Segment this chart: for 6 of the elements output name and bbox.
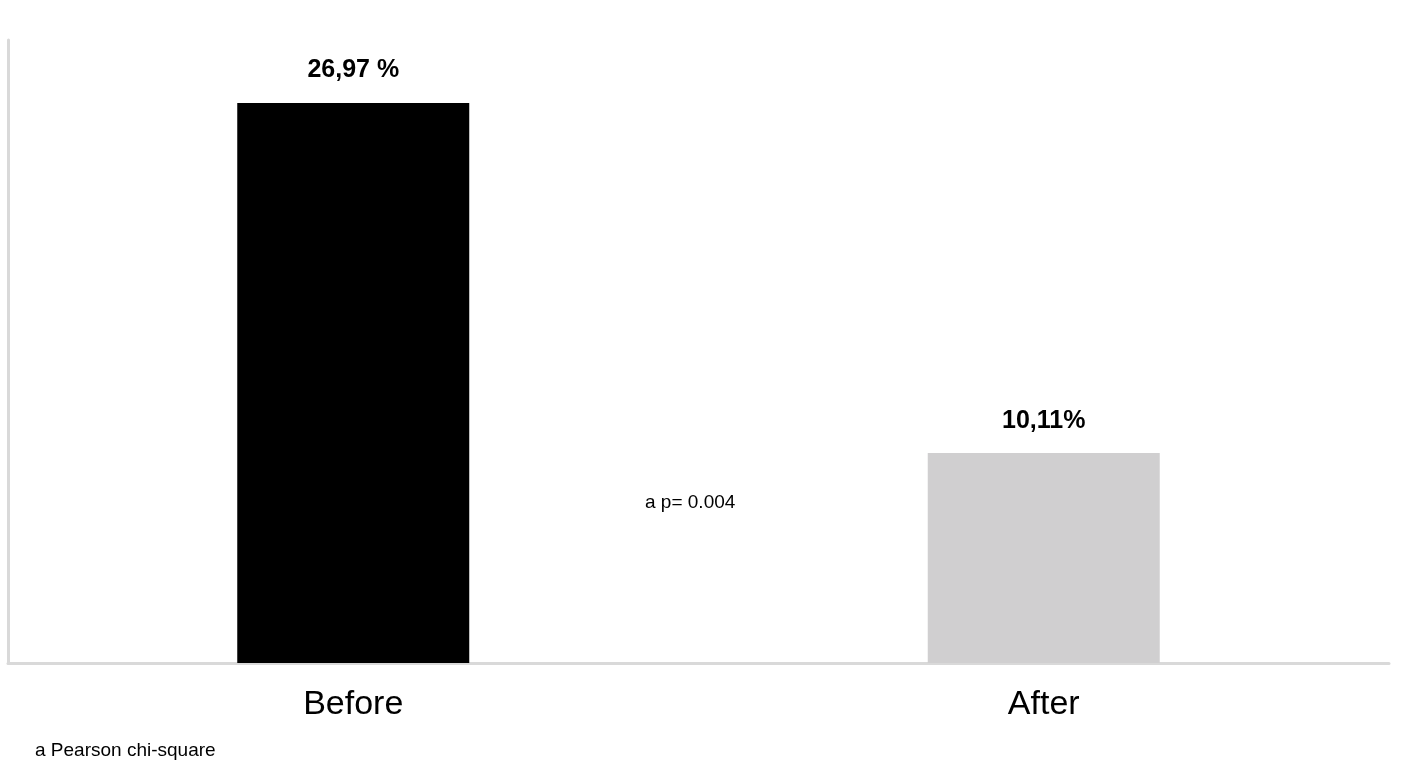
x-tick-label: Before [303,683,404,721]
text: a Pearson chi-square [35,739,216,760]
x-tick-label: After [1007,683,1080,721]
data-label: 26,97 % [307,54,400,83]
annotation: a p= 0.004 [645,491,736,512]
data-label: 10,11% [1002,404,1086,433]
